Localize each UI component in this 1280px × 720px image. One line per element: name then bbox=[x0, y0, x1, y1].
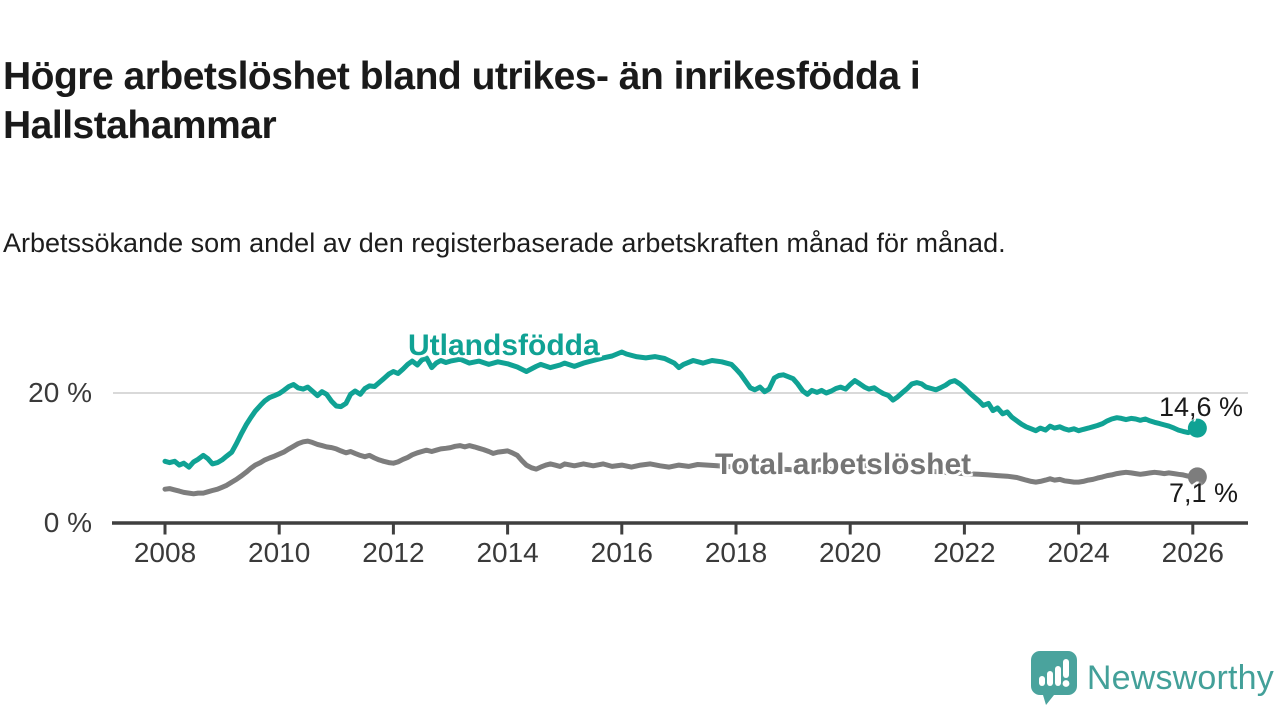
newsworthy-logo-icon bbox=[1030, 651, 1077, 705]
y-axis-label-0: 0 % bbox=[43, 507, 92, 538]
chart-title: Högre arbetslöshet bland utrikes- än inr… bbox=[3, 55, 921, 148]
chart-subtitle: Arbetssökande som andel av den registerb… bbox=[3, 228, 1006, 258]
x-axis-label-2012: 2012 bbox=[362, 537, 425, 568]
x-axis-label-2020: 2020 bbox=[819, 537, 882, 568]
series-label-utlandsfodda: Utlandsfödda bbox=[408, 329, 600, 362]
x-axis-label-2008: 2008 bbox=[133, 537, 197, 568]
x-axis-label-2010: 2010 bbox=[248, 537, 311, 568]
newsworthy-logo-text: Newsworthy bbox=[1086, 658, 1274, 697]
end-value-label-utlandsfodda: 14,6 % bbox=[1159, 392, 1244, 422]
x-axis-label-2016: 2016 bbox=[590, 537, 653, 568]
end-value-label-total: 7,1 % bbox=[1169, 478, 1239, 508]
series-end-dot-total bbox=[1187, 467, 1207, 487]
series-end-dot-utlandsfodda bbox=[1187, 418, 1207, 438]
series-line-total bbox=[162, 438, 1200, 497]
newsworthy-logo: Newsworthy bbox=[1030, 650, 1274, 706]
x-axis-label-2026: 2026 bbox=[1161, 537, 1224, 568]
x-axis-label-2024: 2024 bbox=[1047, 537, 1110, 568]
x-axis-label-2022: 2022 bbox=[933, 537, 996, 568]
series-line-utlandsfodda bbox=[162, 349, 1200, 470]
y-axis-label-20: 20 % bbox=[28, 377, 92, 408]
series-label-total-arbetsloshet: Total arbetslöshet bbox=[715, 448, 972, 481]
x-axis-label-2014: 2014 bbox=[476, 537, 539, 568]
x-axis-label-2018: 2018 bbox=[704, 537, 768, 568]
